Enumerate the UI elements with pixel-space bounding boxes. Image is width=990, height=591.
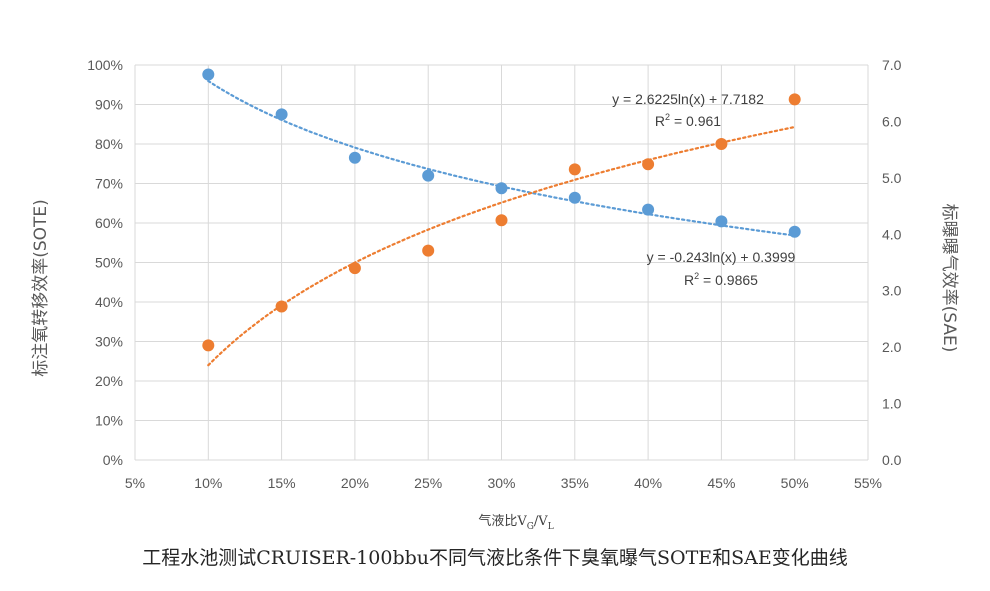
left-y-axis-title: 标注氧转移效率(SOTE) <box>31 199 51 377</box>
x-tick-label: 50% <box>781 475 809 491</box>
left-y-tick-label: 90% <box>95 97 123 113</box>
sae-point <box>348 262 361 275</box>
sote-point <box>715 215 728 228</box>
sote-point <box>202 68 215 81</box>
left-y-tick-label: 100% <box>87 57 123 73</box>
left-y-tick-label: 30% <box>95 334 123 350</box>
right-y-tick-label: 7.0 <box>882 57 902 73</box>
right-y-axis-ticks: 0.0 1.0 2.0 3.0 4.0 5.0 6.0 7.0 <box>882 57 902 468</box>
left-y-tick-label: 20% <box>95 373 123 389</box>
sote-r2: R2 = 0.9865 <box>684 271 758 288</box>
sae-point <box>715 138 728 150</box>
sae-point <box>495 214 508 227</box>
x-tick-label: 55% <box>854 475 882 491</box>
left-y-tick-label: 80% <box>95 136 123 152</box>
x-tick-label: 20% <box>341 475 369 491</box>
right-y-tick-label: 0.0 <box>882 452 902 468</box>
right-y-tick-label: 3.0 <box>882 283 902 299</box>
x-axis-ticks: 5% 10% 15% 20% 25% 30% 35% 40% 45% 50% 55% <box>125 475 882 491</box>
sae-r2: R2 = 0.961 <box>655 112 721 129</box>
sote-point <box>422 169 435 182</box>
left-y-tick-label: 60% <box>95 215 123 231</box>
right-y-tick-label: 1.0 <box>882 396 902 412</box>
right-y-tick-label: 2.0 <box>882 339 902 355</box>
gridlines <box>134 64 869 461</box>
sae-trendline <box>207 125 796 367</box>
sote-point <box>788 225 801 238</box>
right-y-axis-title: 标曝曝气效率(SAE) <box>939 204 959 353</box>
x-tick-label: 30% <box>487 475 515 491</box>
sae-point <box>275 300 288 313</box>
right-y-tick-label: 6.0 <box>882 113 902 129</box>
x-tick-label: 40% <box>634 475 662 491</box>
left-y-tick-label: 50% <box>95 255 123 271</box>
sae-equation: y = 2.6225ln(x) + 7.7182 <box>612 91 764 107</box>
sae-point <box>642 158 655 171</box>
sote-point <box>568 191 581 204</box>
x-tick-label: 15% <box>268 475 296 491</box>
left-y-tick-label: 70% <box>95 176 123 192</box>
left-y-tick-label: 0% <box>103 452 123 468</box>
sote-point <box>642 203 655 216</box>
right-y-tick-label: 5.0 <box>882 170 902 186</box>
sae-point <box>202 339 215 352</box>
sote-point <box>348 151 361 164</box>
sote-equation: y = -0.243ln(x) + 0.3999 <box>647 249 796 265</box>
x-tick-label: 10% <box>194 475 222 491</box>
x-axis-title: 气液比VG/VL <box>478 513 553 532</box>
x-tick-label: 45% <box>707 475 735 491</box>
sae-point <box>568 163 581 176</box>
sote-point <box>275 108 288 121</box>
left-y-tick-label: 40% <box>95 294 123 310</box>
sae-point <box>422 244 435 257</box>
right-y-tick-label: 4.0 <box>882 226 902 242</box>
left-y-axis-ticks: 0% 10% 20% 30% 40% 50% 60% 70% 80% 90% 100% <box>87 57 123 468</box>
data-points <box>202 68 801 352</box>
figure-caption: 工程水池测试CRUISER-100bbu不同气液比条件下臭氧曝气SOTE和SAE… <box>142 547 848 569</box>
sote-point <box>495 182 508 195</box>
x-tick-label: 5% <box>125 475 145 491</box>
x-tick-label: 35% <box>561 475 589 491</box>
sae-point <box>788 93 801 106</box>
x-tick-label: 25% <box>414 475 442 491</box>
left-y-tick-label: 10% <box>95 413 123 429</box>
